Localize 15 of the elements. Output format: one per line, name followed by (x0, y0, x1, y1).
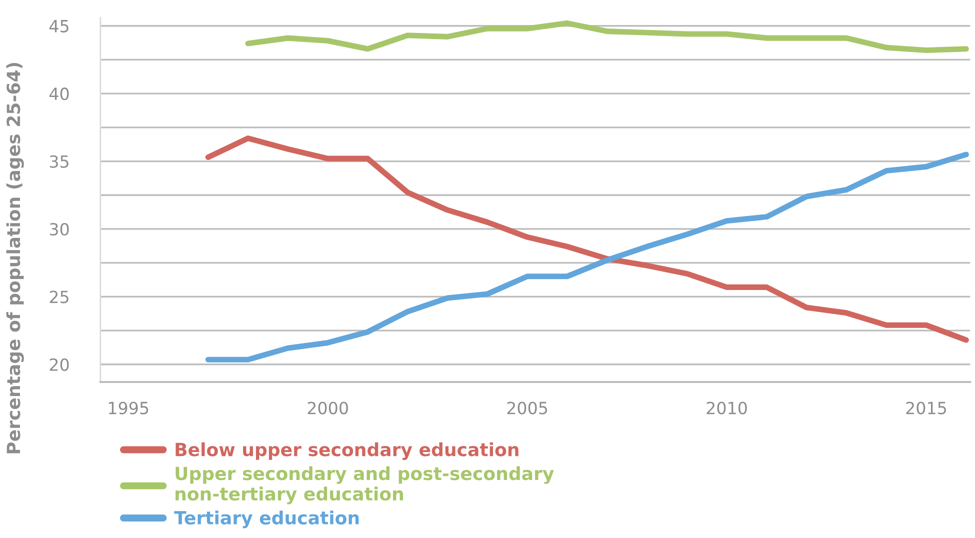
y-axis-title: Percentage of population (ages 25-64) (6, 62, 24, 454)
x-tick-label: 2005 (507, 402, 548, 414)
x-tick-label: 2010 (706, 402, 747, 414)
y-tick-label: 30 (50, 222, 69, 236)
legend-label: Tertiary education (174, 510, 359, 528)
y-tick-label: 35 (50, 155, 68, 168)
x-tick-label: 1995 (108, 402, 148, 414)
y-tick-label: 45 (49, 20, 68, 32)
x-tick-label: 2015 (906, 402, 946, 414)
legend-label: Upper secondary and post-secondary non-tertiary education (176, 466, 554, 504)
x-tick-label: 2000 (308, 402, 348, 414)
legend-label: Below upper secondary education (176, 442, 518, 460)
y-tick-label: 20 (50, 358, 69, 371)
y-tick-label: 25 (50, 290, 68, 304)
y-tick-label: 40 (49, 88, 69, 100)
